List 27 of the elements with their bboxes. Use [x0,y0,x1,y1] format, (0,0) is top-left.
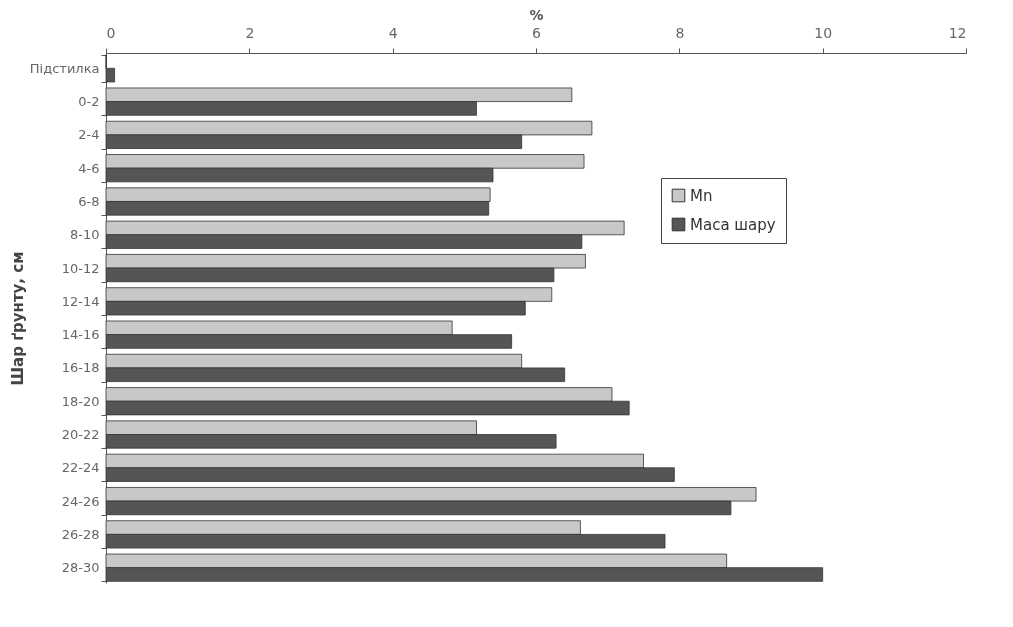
x-tick-label: 10 [814,24,833,41]
y-tick-label: 20-22 [61,427,100,443]
y-tick-label: 24-26 [61,493,100,509]
y-tick-label: 28-30 [61,560,100,576]
y-tick-label: 8-10 [69,227,100,243]
y-tick-label: 2-4 [78,127,100,143]
y-tick-label: 6-8 [78,193,100,209]
y-tick-label: 12-14 [61,293,100,309]
y-tick-label: 22-24 [61,460,100,476]
x-tick-label: 6 [532,24,542,41]
y-tick-label: Підстилка [29,60,100,76]
legend-label: Маса шару [690,215,776,234]
y-tick-label: 4-6 [78,160,100,176]
x-tick-label: 12 [948,24,967,41]
y-tick-label: 18-20 [61,393,100,409]
legend-label: Mn [690,186,713,205]
y-axis-title: Шар ґрунту, см [8,251,27,386]
y-tick-label: 14-16 [61,327,100,343]
x-tick-label: 4 [388,24,398,41]
x-tick-label: 0 [106,24,116,41]
x-axis-title: % [529,6,544,23]
y-tick-label: 16-18 [61,360,100,376]
x-tick-label: 8 [675,24,685,41]
y-tick-label: 0-2 [78,94,100,110]
x-tick-label: 2 [245,24,255,41]
y-tick-label: 26-28 [61,526,100,542]
y-tick-label: 10-12 [61,260,100,276]
